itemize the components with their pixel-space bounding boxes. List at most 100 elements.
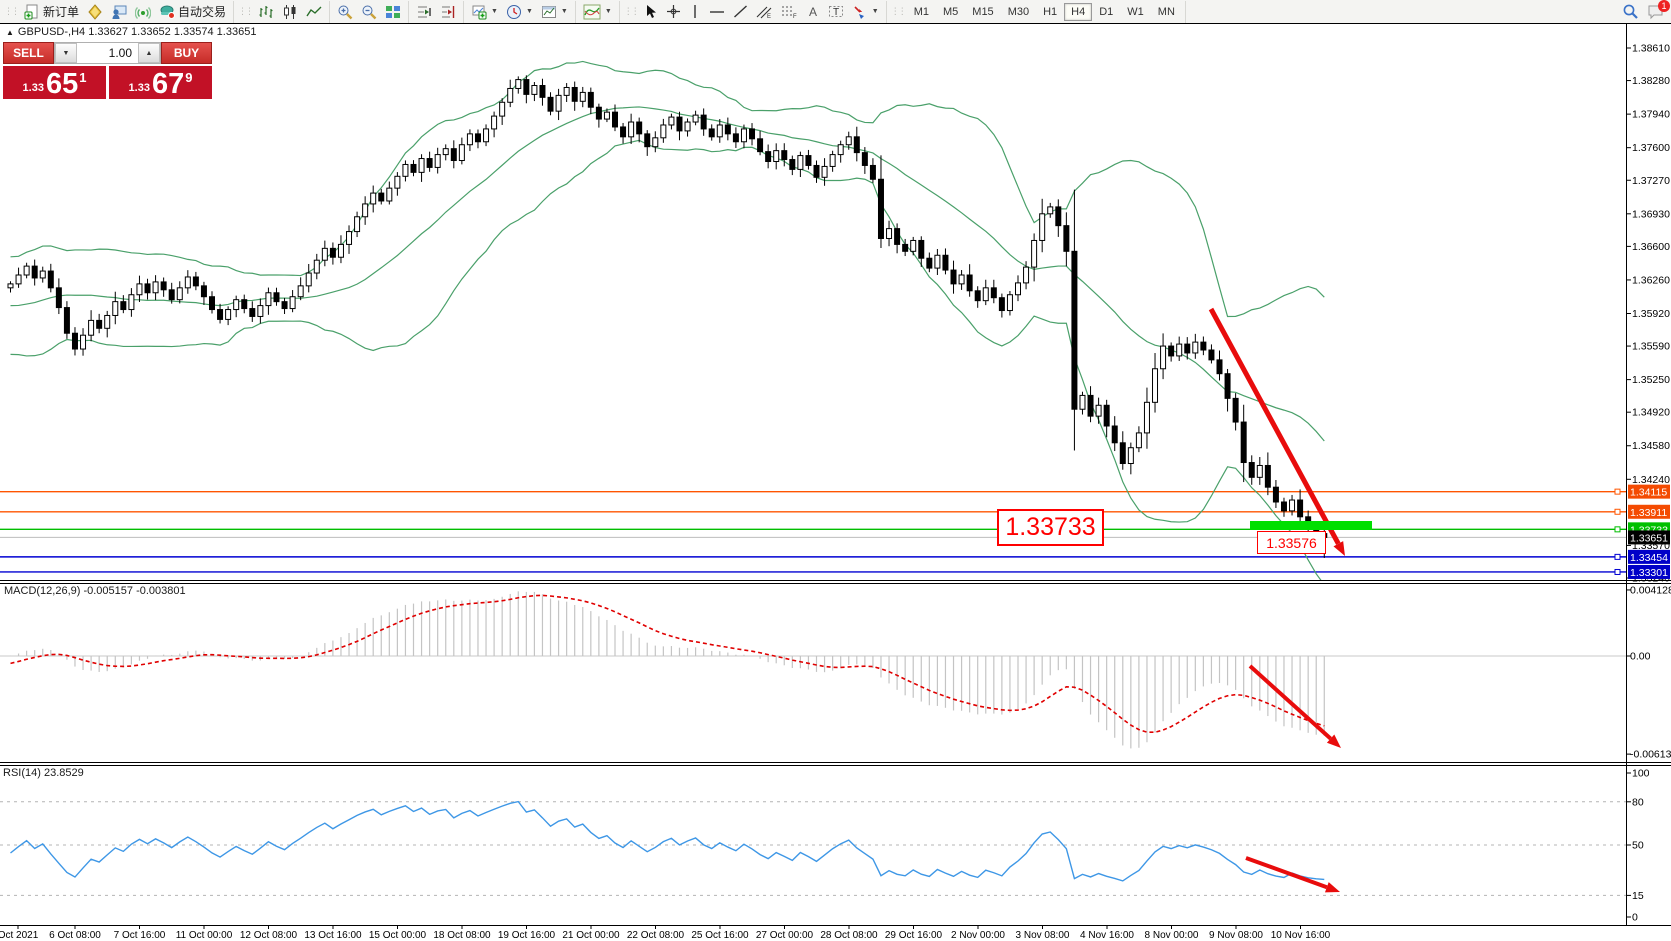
volume-input[interactable]: 1.00 (108, 46, 132, 60)
line-anchor-handle[interactable] (1614, 568, 1621, 575)
timeframe-button-w1[interactable]: W1 (1127, 5, 1144, 18)
horizontal-line-button[interactable] (705, 1, 729, 22)
candle-bullish (104, 310, 111, 338)
crosshair-button[interactable] (662, 1, 685, 22)
candlestick-chart-button[interactable] (278, 1, 302, 23)
candle-bearish (902, 238, 909, 257)
candle-bearish (974, 286, 981, 308)
candle-bearish (942, 248, 949, 275)
tile-windows-button[interactable] (381, 1, 405, 23)
autotrading-button[interactable]: 自动交易 (155, 0, 230, 23)
chart-shift-button[interactable] (436, 1, 460, 23)
main-chart-panel[interactable] (0, 60, 1626, 584)
candle-bearish (55, 278, 62, 315)
notifications-button[interactable]: 1 (1643, 0, 1670, 23)
candle-bearish (426, 151, 433, 172)
timeframe-button-m30[interactable]: M30 (1007, 5, 1030, 18)
candle-bearish (47, 263, 54, 293)
time-axis[interactable]: Oct 2021 6 Oct 08:00 7 Oct 16:00 11 Oct 00:… (0, 926, 1331, 941)
volume-decrease-button[interactable]: ▼ (55, 43, 77, 63)
macd-panel[interactable] (0, 591, 1626, 749)
zoom-in-button[interactable] (333, 1, 357, 23)
trend-arrow-macd[interactable] (1248, 664, 1341, 748)
bollinger-upper-band (10, 60, 1325, 318)
symbol-header: ▲ GBPUSD-,H4 1.33627 1.33652 1.33574 1.33… (6, 26, 256, 38)
trend-arrow-main[interactable] (1208, 307, 1345, 556)
svg-text:1.33454: 1.33454 (1630, 552, 1668, 564)
timeframe-button-h4[interactable]: H4 (1064, 2, 1093, 21)
candle-bearish (539, 78, 546, 106)
cursor-button[interactable] (640, 1, 662, 22)
timeframe-button-d1[interactable]: D1 (1099, 5, 1114, 18)
annotation-price-box-large[interactable]: 1.33733 (997, 509, 1104, 546)
trendline-button[interactable] (729, 1, 752, 22)
line-anchor-handle[interactable] (1614, 526, 1621, 533)
text-label-icon: T (828, 6, 843, 18)
candle-bearish (249, 301, 256, 322)
timeframe-button-m1[interactable]: M1 (913, 5, 929, 18)
zoom-out-button[interactable] (357, 1, 381, 23)
candle-bearish (378, 188, 385, 205)
line-anchor-handle[interactable] (1614, 553, 1621, 560)
trend-arrow-rsi[interactable] (1245, 856, 1340, 893)
equidistant-channel-button[interactable]: E (752, 1, 777, 22)
clock-icon (506, 4, 521, 19)
candle-bullish (1143, 387, 1150, 449)
candle-bullish (1289, 494, 1296, 516)
rsi-tick-label: 100 (1632, 768, 1650, 780)
candle-bullish (579, 86, 586, 108)
shapes-button[interactable]: ▼ (848, 1, 883, 22)
timeframe-button-m15[interactable]: M15 (972, 5, 994, 18)
vertical-line-button[interactable] (685, 1, 705, 22)
timeframe-button-m5[interactable]: M5 (943, 5, 959, 18)
text-button[interactable]: A (802, 1, 824, 22)
text-label-button[interactable]: T (824, 1, 848, 22)
indicators-icon (583, 4, 601, 19)
time-tick-label: 21 Oct 00:00 (562, 930, 620, 941)
new-order-icon (24, 4, 38, 19)
terminal-button[interactable] (107, 1, 131, 23)
candle-bearish (676, 111, 683, 141)
candle-bullish (128, 288, 135, 317)
line-anchor-handle[interactable] (1614, 488, 1621, 495)
candle-bearish (587, 87, 594, 115)
time-tick-label: 22 Oct 08:00 (627, 930, 685, 941)
rsi-indicator-label: RSI(14) 23.8529 (3, 767, 84, 779)
indicators-button[interactable]: ▼ (579, 1, 616, 23)
price-axis[interactable]: 1.38610 1.38280 1.37940 1.37600 1.37270 1.369… (1627, 43, 1671, 924)
new-order-button[interactable]: 新订单 (20, 0, 83, 23)
time-tick-label: 11 Oct 00:00 (176, 930, 233, 941)
signals-button[interactable] (131, 1, 155, 23)
candle-bullish (1127, 442, 1134, 475)
search-button[interactable] (1618, 0, 1643, 23)
line-chart-button[interactable] (302, 1, 326, 23)
price-badge: 1.33911 (1628, 504, 1670, 519)
candle-bullish (458, 137, 465, 165)
candle-bullish (716, 119, 723, 143)
rsi-panel[interactable] (0, 800, 1626, 896)
line-anchor-handle[interactable] (1614, 508, 1621, 515)
candle-bearish (281, 297, 288, 315)
sell-price[interactable]: 1.33 65 1 (3, 66, 106, 99)
buy-button[interactable]: BUY (161, 42, 212, 64)
templates-button[interactable]: ▼ (537, 1, 572, 23)
annotation-price-box-small[interactable]: 1.33576 (1257, 531, 1326, 554)
sell-button[interactable]: SELL (3, 42, 54, 64)
periods-button[interactable]: ▼ (502, 1, 537, 23)
timeframe-button-mn[interactable]: MN (1157, 5, 1175, 18)
candle-bullish (1006, 290, 1013, 316)
bar-chart-button[interactable] (254, 1, 278, 23)
rsi-tick-label: 0 (1632, 912, 1638, 924)
annotation-highlight-bar[interactable] (1250, 521, 1372, 530)
candle-bullish (1079, 391, 1086, 415)
metaeditor-button[interactable] (83, 1, 107, 23)
volume-increase-button[interactable]: ▲ (138, 43, 160, 63)
buy-price[interactable]: 1.33 67 9 (109, 66, 212, 99)
auto-scroll-button[interactable] (412, 1, 436, 23)
candle-bearish (1224, 368, 1231, 412)
timeframe-button-h1[interactable]: H1 (1043, 5, 1058, 18)
fibonacci-button[interactable]: F (777, 1, 802, 22)
candle-bearish (644, 130, 651, 156)
new-chart-button[interactable]: ▼ (467, 1, 502, 23)
